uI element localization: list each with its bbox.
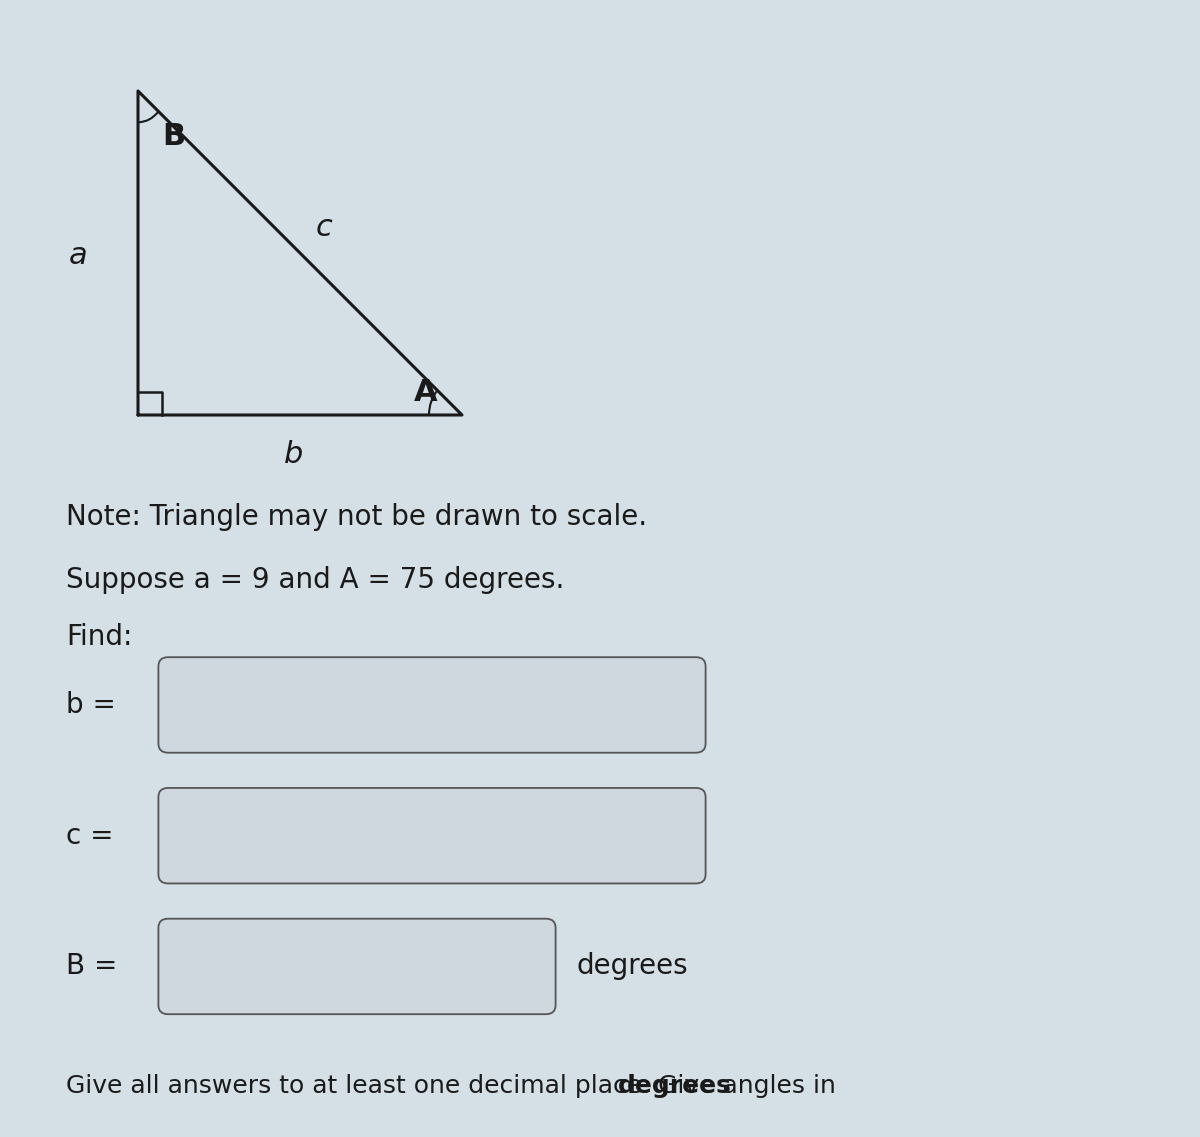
Text: b: b (284, 440, 304, 470)
Text: Suppose a = 9 and A = 75 degrees.: Suppose a = 9 and A = 75 degrees. (66, 566, 564, 594)
Text: degrees: degrees (618, 1073, 732, 1098)
FancyBboxPatch shape (158, 657, 706, 753)
Text: c: c (316, 213, 332, 242)
Text: B: B (162, 122, 186, 151)
Text: a: a (68, 241, 88, 271)
Text: degrees: degrees (576, 953, 688, 980)
Text: B =: B = (66, 953, 118, 980)
Text: Note: Triangle may not be drawn to scale.: Note: Triangle may not be drawn to scale… (66, 504, 647, 531)
Text: b =: b = (66, 691, 116, 719)
Text: Give all answers to at least one decimal place. Give angles in: Give all answers to at least one decimal… (66, 1073, 844, 1098)
FancyBboxPatch shape (158, 788, 706, 883)
Text: A: A (414, 377, 438, 407)
Text: c =: c = (66, 822, 114, 849)
FancyBboxPatch shape (158, 919, 556, 1014)
Text: Find:: Find: (66, 623, 132, 650)
